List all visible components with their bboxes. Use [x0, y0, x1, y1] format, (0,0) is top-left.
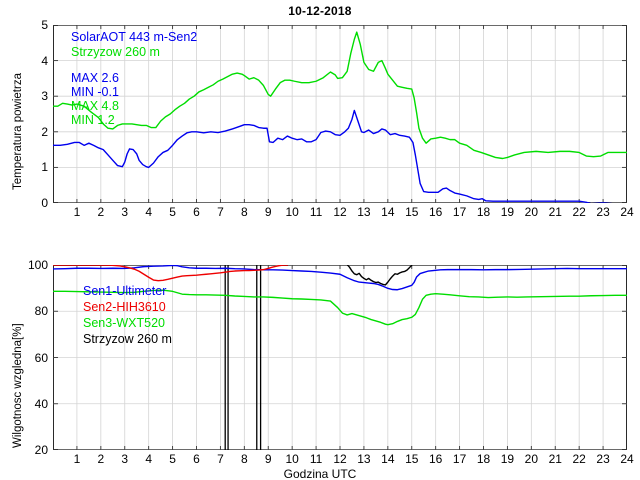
- x-tick-label: 12: [333, 205, 347, 219]
- x-tick-label: 23: [596, 205, 610, 219]
- humidity-chart-panel: Sen1-Ultimeter Sen2-HIH3610 Sen3-WXT520 …: [53, 265, 627, 450]
- x-tick-label: 13: [357, 205, 371, 219]
- x-tick-label: 11: [309, 205, 323, 219]
- y-tick-label: 3: [41, 89, 48, 104]
- legend-top-stat-min1: MIN -0.1: [71, 85, 119, 99]
- x-tick-label: 19: [500, 452, 515, 466]
- x-tick-label: 24: [620, 452, 634, 466]
- x-tick-label: 4: [145, 452, 152, 466]
- temperature-chart-panel: SolarAOT 443 m-Sen2 Strzyzow 260 m MAX 2…: [53, 25, 627, 203]
- x-tick-label: 11: [309, 452, 323, 466]
- legend-top-stat-max1: MAX 2.6: [71, 71, 119, 85]
- x-tick-label: 8: [240, 205, 248, 219]
- y-tick-label: 20: [34, 443, 48, 457]
- legend-top-stat-min2: MIN 1.2: [71, 113, 115, 127]
- top-x-tick-labels: 1 2 3 4 5 6 7 8 9 10 11 12 13 14 15 16 17 18 19 20 21 22 23 24: [53, 205, 634, 222]
- x-tick-label: 1: [73, 205, 81, 219]
- bottom-y-tick-labels: 20 40 60 80 100: [0, 259, 48, 456]
- x-tick-label: 6: [193, 205, 200, 219]
- x-tick-label: 16: [428, 205, 443, 219]
- x-tick-label: 17: [452, 452, 467, 466]
- y-tick-label: 4: [41, 53, 48, 68]
- x-tick-label: 15: [405, 205, 419, 219]
- y-tick-label: 2: [41, 124, 48, 139]
- x-tick-label: 19: [500, 205, 515, 219]
- x-tick-label: 20: [524, 205, 538, 219]
- series-line: [53, 265, 627, 291]
- x-tick-label: 5: [169, 205, 176, 219]
- y-tick-label: 60: [34, 350, 48, 365]
- x-tick-label: 21: [548, 452, 562, 466]
- x-tick-label: 12: [333, 452, 347, 466]
- top-plot-svg: [53, 25, 627, 203]
- page-title: 10-12-2018: [288, 4, 352, 18]
- x-tick-label: 15: [405, 452, 419, 466]
- x-tick-label: 10: [285, 205, 299, 219]
- x-tick-label: 6: [193, 452, 200, 466]
- legend-top-series2: Strzyzow 260 m: [71, 45, 160, 59]
- x-tick-label: 3: [121, 452, 129, 466]
- x-tick-label: 14: [381, 452, 395, 466]
- legend-strzyzow: Strzyzow 260 m: [83, 332, 172, 346]
- y-tick-label: 100: [27, 258, 48, 272]
- x-tick-label: 7: [217, 205, 224, 219]
- x-tick-label: 3: [121, 205, 129, 219]
- legend-sen1: Sen1-Ultimeter: [83, 284, 167, 298]
- y-tick-label: 0: [41, 196, 48, 210]
- x-tick-label: 1: [73, 452, 81, 466]
- x-tick-label: 24: [620, 205, 634, 219]
- legend-sen2: Sen2-HIH3610: [83, 300, 166, 314]
- bottom-x-tick-labels: 1 2 3 4 5 6 7 8 9 10 11 12 13 14 15 16 17 18 19 20 21 22 23 24: [53, 452, 634, 469]
- x-tick-label: 8: [240, 452, 248, 466]
- series-line: [53, 265, 289, 282]
- y-tick-label: 80: [34, 304, 48, 319]
- x-tick-label: 21: [548, 205, 562, 219]
- series-line: [346, 265, 413, 286]
- x-tick-label: 2: [97, 452, 105, 466]
- legend-top-series1: SolarAOT 443 m-Sen2: [71, 30, 198, 44]
- bottom-plot-svg: [53, 265, 627, 450]
- x-tick-label: 16: [428, 452, 443, 466]
- x-tick-label: 9: [264, 205, 272, 219]
- y-tick-label: 1: [41, 160, 48, 175]
- legend-sen3: Sen3-WXT520: [83, 316, 165, 330]
- series-line: [53, 31, 627, 160]
- x-tick-label: 14: [381, 205, 395, 219]
- x-tick-label: 7: [217, 452, 224, 466]
- top-y-tick-labels: 0 1 2 3 4 5: [0, 19, 48, 209]
- x-tick-label: 2: [97, 205, 105, 219]
- x-tick-label: 5: [169, 452, 176, 466]
- x-tick-label: 4: [145, 205, 152, 219]
- x-tick-label: 20: [524, 452, 538, 466]
- x-tick-label: 23: [596, 452, 610, 466]
- x-axis-label: Godzina UTC: [283, 467, 357, 480]
- x-tick-label: 17: [452, 205, 467, 219]
- x-tick-label: 22: [572, 452, 586, 466]
- legend-top-stat-max2: MAX 4.8: [71, 99, 119, 113]
- x-tick-label: 18: [476, 452, 491, 466]
- x-tick-label: 9: [264, 452, 272, 466]
- x-tick-label: 10: [285, 452, 299, 466]
- x-tick-label: 22: [572, 205, 586, 219]
- series-line: [53, 109, 613, 203]
- series-line: [53, 289, 627, 326]
- x-tick-label: 13: [357, 452, 371, 466]
- x-tick-label: 18: [476, 205, 491, 219]
- y-tick-label: 5: [41, 18, 48, 32]
- y-tick-label: 40: [34, 396, 48, 411]
